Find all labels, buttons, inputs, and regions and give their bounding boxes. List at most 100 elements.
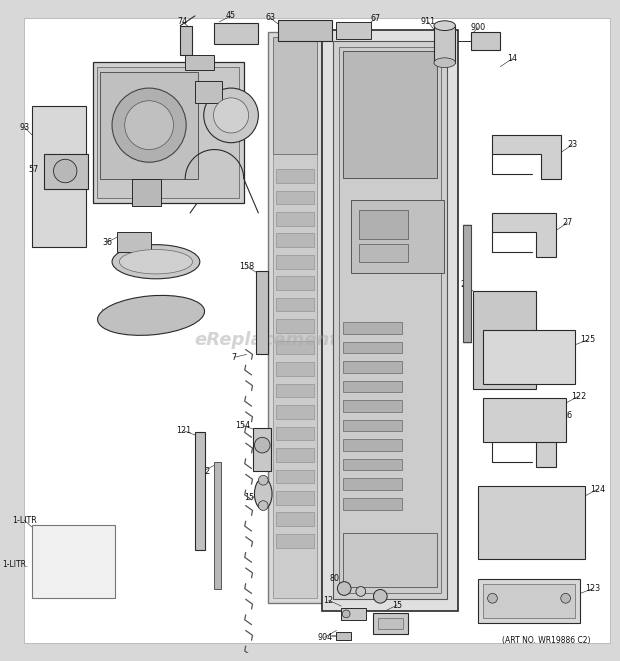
Bar bbox=[100, 71, 198, 179]
Text: 62: 62 bbox=[236, 91, 246, 100]
Text: 69: 69 bbox=[219, 181, 229, 190]
Text: 80: 80 bbox=[329, 574, 340, 583]
Bar bbox=[44, 155, 87, 188]
Bar bbox=[343, 479, 402, 490]
Text: 26: 26 bbox=[562, 411, 573, 420]
Bar bbox=[276, 169, 314, 182]
Circle shape bbox=[53, 159, 77, 182]
Bar bbox=[32, 525, 115, 598]
Bar bbox=[483, 330, 575, 383]
Bar bbox=[257, 272, 268, 354]
Bar bbox=[276, 212, 314, 225]
Bar bbox=[343, 361, 402, 373]
Bar bbox=[273, 38, 317, 598]
Bar bbox=[343, 420, 402, 432]
Text: 1-LITR: 1-LITR bbox=[12, 516, 37, 525]
Text: 154: 154 bbox=[235, 421, 250, 430]
Bar bbox=[97, 67, 239, 198]
Bar bbox=[343, 440, 402, 451]
Text: 36: 36 bbox=[102, 238, 112, 247]
Text: 45: 45 bbox=[226, 11, 236, 20]
Bar bbox=[378, 618, 403, 629]
Text: 70: 70 bbox=[138, 245, 148, 254]
Bar bbox=[276, 491, 314, 504]
Text: 72: 72 bbox=[181, 72, 192, 81]
Ellipse shape bbox=[254, 479, 272, 510]
Bar bbox=[276, 298, 314, 311]
Text: 23: 23 bbox=[567, 140, 578, 149]
Bar bbox=[337, 22, 371, 39]
Bar bbox=[359, 210, 407, 239]
Text: 14: 14 bbox=[507, 54, 517, 63]
Bar bbox=[483, 584, 575, 618]
Bar bbox=[276, 405, 314, 419]
Text: 67: 67 bbox=[370, 15, 381, 23]
Bar bbox=[478, 579, 580, 623]
Text: 61: 61 bbox=[117, 185, 127, 194]
Bar bbox=[276, 534, 314, 547]
Bar bbox=[341, 608, 366, 620]
Bar bbox=[343, 342, 402, 354]
Text: 11: 11 bbox=[310, 21, 320, 30]
Bar bbox=[276, 190, 314, 204]
Bar bbox=[343, 498, 402, 510]
Text: eReplacementParts.com: eReplacementParts.com bbox=[194, 330, 440, 349]
Bar bbox=[478, 486, 585, 559]
Bar bbox=[334, 41, 446, 600]
Bar bbox=[343, 459, 402, 471]
Bar bbox=[254, 428, 271, 471]
Bar bbox=[343, 322, 402, 334]
Ellipse shape bbox=[434, 58, 456, 67]
Bar bbox=[131, 179, 161, 206]
Text: 57: 57 bbox=[29, 165, 39, 174]
Text: 1-LITR: 1-LITR bbox=[61, 537, 85, 546]
Bar bbox=[276, 469, 314, 483]
Text: 122: 122 bbox=[570, 392, 586, 401]
Bar bbox=[276, 319, 314, 333]
Ellipse shape bbox=[112, 245, 200, 279]
Polygon shape bbox=[492, 135, 560, 179]
Text: 911: 911 bbox=[420, 17, 436, 26]
Bar bbox=[483, 399, 565, 442]
Bar bbox=[276, 233, 314, 247]
Bar bbox=[273, 38, 317, 155]
Text: 155: 155 bbox=[244, 493, 259, 502]
Circle shape bbox=[112, 88, 186, 162]
Text: 31: 31 bbox=[133, 303, 143, 312]
Circle shape bbox=[373, 590, 387, 603]
Bar bbox=[278, 20, 332, 41]
Text: 93: 93 bbox=[19, 122, 29, 132]
Text: 12: 12 bbox=[324, 596, 334, 605]
Ellipse shape bbox=[120, 250, 193, 274]
Circle shape bbox=[356, 586, 366, 596]
Text: 25: 25 bbox=[460, 280, 471, 289]
Bar bbox=[276, 276, 314, 290]
Bar bbox=[351, 200, 444, 274]
Bar bbox=[215, 461, 221, 588]
Bar bbox=[276, 383, 314, 397]
Text: 74: 74 bbox=[177, 17, 187, 26]
Bar bbox=[276, 362, 314, 376]
Text: 56: 56 bbox=[73, 171, 83, 180]
Bar bbox=[215, 22, 259, 44]
Circle shape bbox=[342, 610, 350, 618]
Bar bbox=[463, 225, 471, 342]
Bar bbox=[276, 340, 314, 354]
Text: 158: 158 bbox=[239, 262, 254, 271]
Bar bbox=[117, 233, 151, 252]
Text: 152: 152 bbox=[195, 467, 210, 476]
Ellipse shape bbox=[434, 20, 456, 30]
Bar bbox=[471, 32, 500, 50]
Text: 124: 124 bbox=[590, 485, 605, 494]
Bar bbox=[359, 244, 407, 262]
Bar bbox=[195, 81, 223, 102]
Text: 58: 58 bbox=[181, 46, 191, 55]
Circle shape bbox=[204, 88, 259, 143]
Text: 1-LITR.: 1-LITR. bbox=[2, 560, 28, 568]
Bar bbox=[322, 30, 458, 611]
Text: 15: 15 bbox=[392, 601, 402, 609]
Circle shape bbox=[487, 594, 497, 603]
Text: 125: 125 bbox=[580, 335, 596, 344]
Circle shape bbox=[213, 98, 249, 133]
Text: 121: 121 bbox=[175, 426, 191, 435]
